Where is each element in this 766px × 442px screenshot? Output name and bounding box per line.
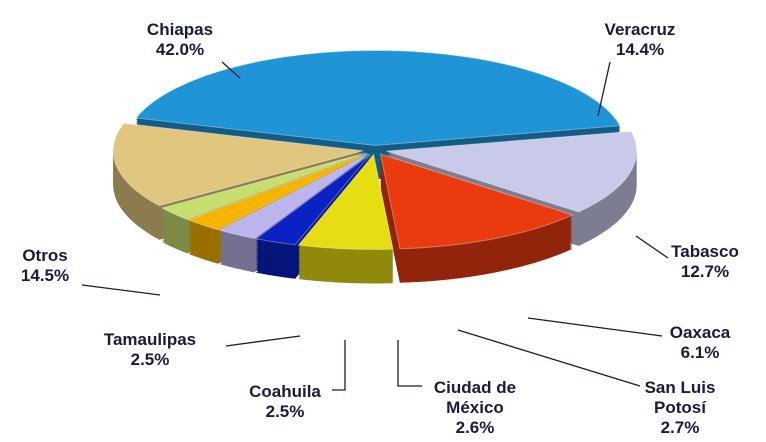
value-label: 42.0% bbox=[155, 40, 205, 59]
category: Veracruz bbox=[604, 20, 676, 39]
slice-label: Coahuila 2.5% bbox=[249, 382, 321, 422]
category: San Luis Potosí bbox=[644, 378, 716, 417]
value-label: 2.7% bbox=[660, 418, 700, 437]
leader-line bbox=[597, 61, 611, 117]
value-label: 2.5% bbox=[130, 350, 170, 369]
category: Tamaulipas bbox=[103, 330, 197, 349]
slice bbox=[160, 152, 366, 220]
leader-line bbox=[81, 284, 161, 296]
slice bbox=[135, 49, 621, 146]
value-label: 14.5% bbox=[20, 266, 70, 285]
leader-line bbox=[457, 329, 641, 387]
leader-line bbox=[397, 340, 422, 387]
value-label: 6.1% bbox=[680, 343, 720, 362]
slice bbox=[254, 153, 371, 246]
slice bbox=[379, 153, 574, 250]
value-label: 14.4% bbox=[615, 40, 665, 59]
leader-line bbox=[221, 61, 241, 79]
slice-label: Oaxaca 6.1% bbox=[670, 323, 731, 363]
slice bbox=[386, 130, 638, 213]
leader-line bbox=[527, 317, 663, 337]
slice-label: Chiapas 42.0% bbox=[147, 20, 213, 60]
value-label: 12.7% bbox=[680, 262, 730, 281]
slice bbox=[112, 122, 364, 207]
category: Oaxaca bbox=[669, 323, 731, 342]
category: Chiapas bbox=[146, 20, 214, 39]
value-label: 2.5% bbox=[265, 402, 305, 421]
leader-line bbox=[332, 340, 346, 391]
slice bbox=[187, 152, 368, 231]
leader-line bbox=[635, 235, 669, 259]
slice-label: Tabasco 12.7% bbox=[671, 242, 739, 282]
slice-label: Veracruz 14.4% bbox=[605, 20, 676, 60]
slice bbox=[297, 153, 394, 251]
slice-label: Ciudad de México 2.6% bbox=[415, 378, 535, 438]
slice-label: Otros 14.5% bbox=[21, 246, 69, 286]
category: Otros bbox=[22, 246, 68, 265]
slice bbox=[218, 153, 369, 239]
slice-label: San Luis Potosí 2.7% bbox=[620, 378, 740, 438]
leader-line bbox=[225, 335, 301, 347]
category: Tabasco bbox=[671, 242, 739, 261]
value-label: 2.6% bbox=[455, 418, 495, 437]
category: Coahuila bbox=[249, 382, 321, 401]
category: Ciudad de México bbox=[433, 378, 517, 417]
slice-label: Tamaulipas 2.5% bbox=[104, 330, 196, 370]
